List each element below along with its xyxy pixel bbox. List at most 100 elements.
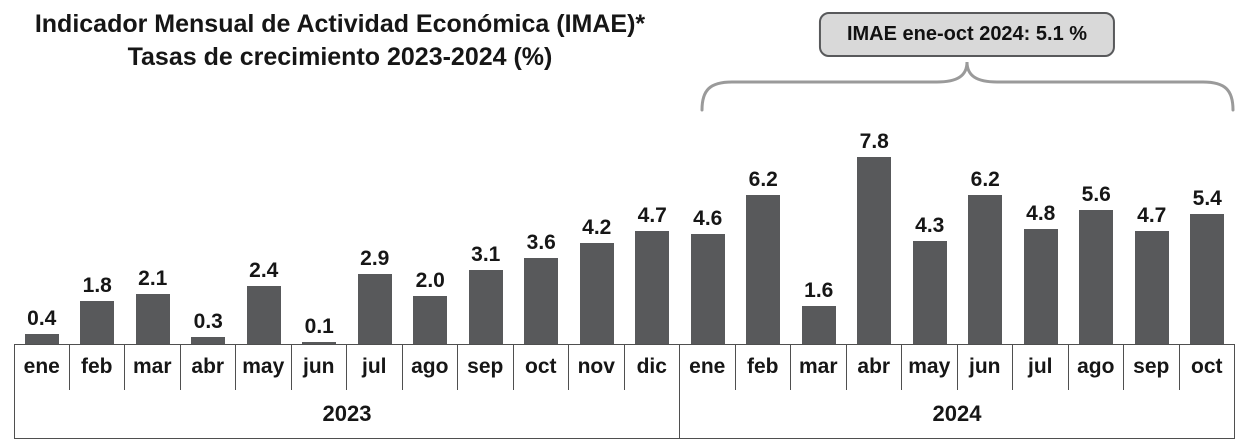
bar-zone: 0.1: [292, 126, 348, 344]
month-label: ene: [680, 344, 736, 390]
bar: [801, 306, 836, 344]
bar: [635, 231, 670, 344]
bar-zone: 4.7: [1124, 126, 1180, 344]
bar: [468, 270, 503, 344]
month-label: ago: [1068, 344, 1124, 390]
month-column: 4.7 sep: [1124, 126, 1180, 390]
bar-zone: 6.2: [736, 126, 792, 344]
bar-zone: 2.4: [236, 126, 292, 344]
year-label: 2023: [14, 390, 680, 438]
value-label: 0.4: [27, 307, 57, 330]
month-label: sep: [458, 344, 514, 390]
bar: [1190, 214, 1225, 344]
bar: [690, 234, 725, 344]
bar-zone: 2.1: [125, 126, 181, 344]
value-label: 0.3: [193, 310, 223, 333]
month-column: 2.1 mar: [125, 126, 181, 390]
month-label: ene: [14, 344, 70, 390]
month-column: 2.0 ago: [402, 126, 459, 390]
value-label: 4.7: [637, 204, 667, 227]
bar: [413, 296, 448, 344]
bar-zone: 4.3: [902, 126, 958, 344]
month-column: 4.3 may: [902, 126, 958, 390]
bar-zone: 4.7: [625, 126, 681, 344]
value-label: 0.1: [304, 315, 334, 338]
value-label: 3.1: [471, 243, 501, 266]
bar-zone: 0.4: [14, 126, 70, 344]
value-label: 4.8: [1026, 202, 1056, 225]
month-column: 1.6 mar: [791, 126, 847, 390]
month-column: 3.1 sep: [458, 126, 514, 390]
value-label: 2.1: [138, 267, 168, 290]
month-column: 6.2 jun: [957, 126, 1014, 390]
month-column: 4.8 jul: [1013, 126, 1069, 390]
bar-zone: 5.6: [1069, 126, 1125, 344]
month-label: dic: [624, 344, 680, 390]
value-label: 2.4: [249, 259, 279, 282]
bar-zone: 6.2: [958, 126, 1014, 344]
bar: [524, 258, 559, 344]
bar: [579, 243, 614, 344]
bar: [24, 334, 59, 344]
value-label: 4.3: [915, 214, 945, 237]
value-label: 6.2: [748, 168, 778, 191]
month-label: may: [902, 344, 958, 390]
month-label: jul: [347, 344, 403, 390]
bar-zone: 2.0: [403, 126, 459, 344]
month-label: jun: [291, 344, 347, 390]
month-label: abr: [180, 344, 236, 390]
month-label: may: [236, 344, 292, 390]
bar-zone: 1.6: [791, 126, 847, 344]
chart-title-line1: Indicador Mensual de Actividad Económica…: [34, 10, 646, 38]
month-label: ago: [402, 344, 458, 390]
month-label: jun: [957, 344, 1013, 390]
value-label: 4.6: [693, 207, 723, 230]
value-label: 2.9: [360, 247, 390, 270]
bar-zone: 7.8: [847, 126, 903, 344]
bar-zone: 4.6: [680, 126, 736, 344]
bar: [1134, 231, 1169, 344]
year-label: 2024: [680, 390, 1235, 438]
month-label: feb: [69, 344, 125, 390]
month-label: nov: [569, 344, 625, 390]
bar: [80, 301, 115, 344]
bar: [968, 195, 1003, 344]
bar-zone: 4.2: [569, 126, 625, 344]
month-column: 6.2 feb: [735, 126, 792, 390]
bar: [135, 294, 170, 344]
value-label: 1.6: [804, 279, 834, 302]
bar-zone: 5.4: [1180, 126, 1236, 344]
month-label: oct: [513, 344, 569, 390]
brace-2024: [700, 61, 1235, 112]
month-column: 4.6 ene: [680, 126, 736, 390]
annotation-box: IMAE ene-oct 2024: 5.1 %: [818, 12, 1116, 57]
value-label: 7.8: [859, 130, 889, 153]
value-label: 3.6: [526, 231, 556, 254]
month-column: 4.2 nov: [569, 126, 625, 390]
value-label: 5.6: [1081, 183, 1111, 206]
month-label: oct: [1179, 344, 1235, 390]
bar-zone: 2.9: [347, 126, 403, 344]
value-label: 4.2: [582, 216, 612, 239]
bar-zone: 0.3: [181, 126, 237, 344]
bar: [746, 195, 781, 344]
chart-title-line2: Tasas de crecimiento 2023-2024 (%): [127, 42, 553, 71]
bar: [246, 286, 281, 344]
year-axis: 2023 2024: [14, 390, 1235, 439]
bars-area: 0.4 ene 1.8 feb 2.1 mar 0.3 abr 2.4 may 0.1 jun 2.9 j…: [14, 126, 1235, 390]
month-label: abr: [846, 344, 902, 390]
bar-zone: 3.1: [458, 126, 514, 344]
month-column: 1.8 feb: [69, 126, 126, 390]
month-column: 7.8 abr: [846, 126, 903, 390]
month-label: sep: [1124, 344, 1180, 390]
value-label: 5.4: [1192, 187, 1222, 210]
bar: [1023, 229, 1058, 344]
bar: [357, 274, 392, 344]
month-label: jul: [1013, 344, 1069, 390]
month-column: 0.4 ene: [14, 126, 70, 390]
bar: [1079, 210, 1114, 344]
bar-zone: 1.8: [70, 126, 126, 344]
chart-title: Indicador Mensual de Actividad Económica…: [10, 8, 670, 73]
value-label: 2.0: [415, 269, 445, 292]
